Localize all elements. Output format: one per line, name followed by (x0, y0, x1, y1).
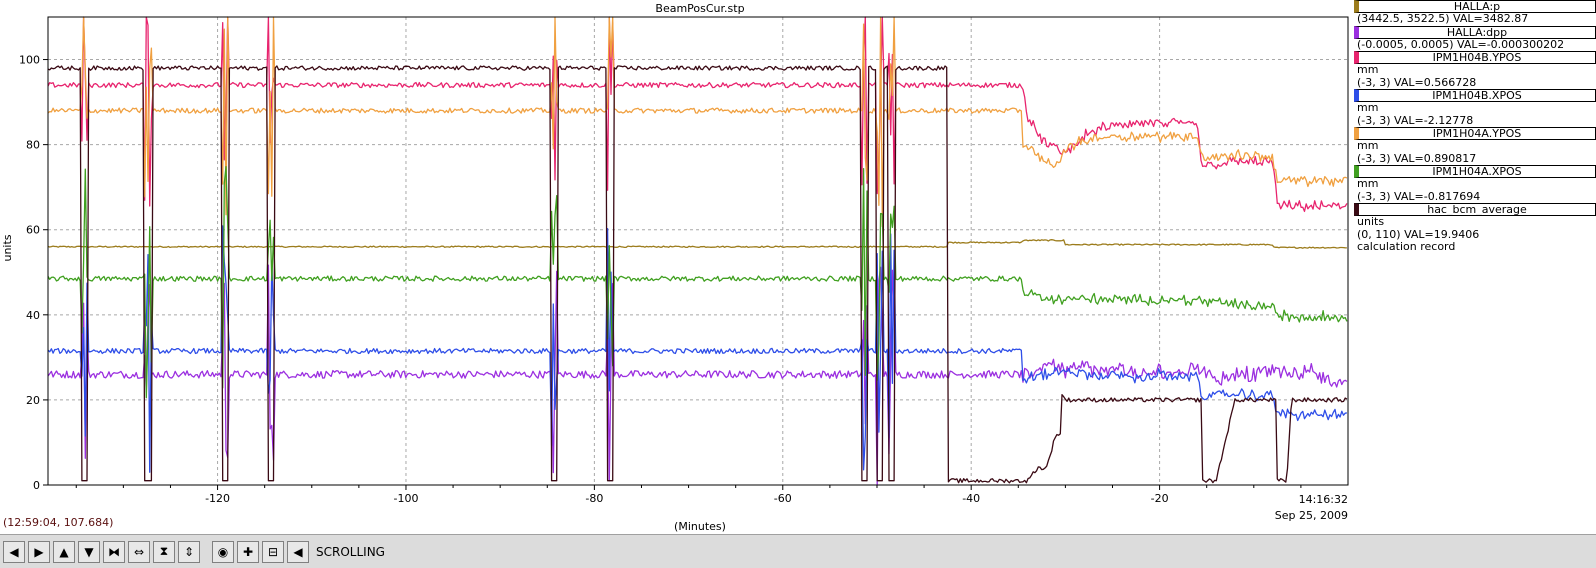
legend-entry-detail: (0, 110) VAL=19.9406 (1357, 228, 1480, 241)
legend-entry-name: IPM1H04B.XPOS (1354, 89, 1596, 102)
x-tick-label: -40 (962, 492, 980, 505)
legend-entry-detail: (-3, 3) VAL=0.890817 (1357, 152, 1477, 165)
legend-entry-detail: (-3, 3) VAL=-2.12778 (1357, 114, 1474, 127)
expand-x-button[interactable]: ⇔ (128, 540, 150, 563)
series-line (47, 166, 1348, 399)
series-line (47, 264, 1348, 486)
scroll-left-button[interactable]: ◀ (3, 540, 25, 563)
y-tick-label: 80 (26, 139, 40, 152)
legend: HALLA:p (3442.5, 3522.5) VAL=3482.87 HALLA… (1353, 0, 1596, 254)
cursor-readout: (12:59:04, 107.684) (3, 516, 114, 529)
zoom-box-button[interactable]: ⊟ (262, 540, 284, 563)
scroll-down-button[interactable]: ▼ (78, 540, 100, 563)
y-tick-label: 40 (26, 309, 40, 322)
legend-entry-detail: (-3, 3) VAL=0.566728 (1357, 76, 1477, 89)
legend-entry[interactable]: IPM1H04B.XPOS mm (-3, 3) VAL=-2.12778 (1353, 89, 1596, 127)
auto-scale-button[interactable]: ◉ (212, 540, 234, 563)
y-tick-label: 60 (26, 224, 40, 237)
compress-y-button[interactable]: ⧗ (153, 540, 175, 563)
legend-entry-name: IPM1H04B.YPOS (1354, 51, 1596, 64)
legend-entry-detail: mm (1357, 64, 1379, 76)
legend-entry[interactable]: HALLA:p (3442.5, 3522.5) VAL=3482.87 (1353, 0, 1596, 26)
legend-entry-detail: calculation record (1357, 241, 1456, 253)
legend-entry[interactable]: IPM1H04A.YPOS mm (-3, 3) VAL=0.890817 (1353, 127, 1596, 165)
series-line (47, 65, 1348, 484)
legend-entry[interactable]: HALLA:dpp (-0.0005, 0.0005) VAL=-0.000300… (1353, 25, 1596, 52)
legend-entry-detail: mm (1357, 102, 1379, 114)
zoom-in-button[interactable]: ✚ (237, 540, 259, 563)
strip-chart[interactable]: BeamPosCur.stp -120 -100 -80 -60 -40 -20 0 20 40… (0, 0, 1353, 534)
plot-frame (47, 16, 1349, 486)
y-tick-label: 20 (26, 394, 40, 407)
compress-x-button[interactable]: ⧓ (103, 540, 125, 563)
legend-entry[interactable]: IPM1H04A.XPOS mm (-3, 3) VAL=-0.817694 (1353, 165, 1596, 203)
legend-entry-detail: (-0.0005, 0.0005) VAL=-0.000300202 (1357, 38, 1565, 51)
legend-entry-name: hac_bcm_average (1354, 203, 1596, 216)
legend-entry-detail: mm (1357, 140, 1379, 152)
toolbar: ◀ ▶ ▲ ▼ ⧓ ⇔ ⧗ ⇕ ◉ ✚ ⊟ ◀ SCROLLING (0, 534, 1596, 568)
end-time-label: 14:16:32 (1299, 493, 1348, 506)
legend-entry-detail: mm (1357, 178, 1379, 190)
series-layer (47, 16, 1348, 486)
legend-entry[interactable]: IPM1H04B.YPOS mm (-3, 3) VAL=0.566728 (1353, 51, 1596, 89)
chart-axes: -120 -100 -80 -60 -40 -20 0 20 40 60 80 100 (19, 16, 1349, 505)
series-line (47, 225, 1348, 473)
x-axis-label: (Minutes) (674, 520, 726, 533)
series-line (47, 16, 1348, 213)
end-date-label: Sep 25, 2009 (1275, 509, 1348, 522)
mode-label: SCROLLING (316, 544, 385, 559)
legend-entry-detail: (-3, 3) VAL=-0.817694 (1357, 190, 1481, 203)
x-tick-label: -120 (205, 492, 230, 505)
toolbar-separator (203, 541, 209, 563)
toolbar-buttons: ◀ ▶ ▲ ▼ ⧓ ⇔ ⧗ ⇕ ◉ ✚ ⊟ ◀ (3, 540, 309, 563)
x-tick-label: -60 (774, 492, 792, 505)
legend-entry-detail: (3442.5, 3522.5) VAL=3482.87 (1357, 13, 1529, 25)
x-tick-label: -80 (585, 492, 603, 505)
y-axis-label: units (1, 234, 14, 261)
legend-entry-name: IPM1H04A.YPOS (1354, 127, 1596, 140)
legend-entry-name: HALLA:dpp (1354, 25, 1596, 39)
x-tick-label: -20 (1151, 492, 1169, 505)
y-tick-label: 100 (19, 54, 40, 67)
legend-entry[interactable]: hac_bcm_average units (0, 110) VAL=19.9406… (1353, 203, 1596, 254)
legend-entry-name: HALLA:p (1354, 0, 1596, 13)
expand-y-button[interactable]: ⇕ (178, 540, 200, 563)
legend-entry-detail: units (1357, 216, 1385, 228)
x-tick-label: -100 (393, 492, 418, 505)
scroll-right-button[interactable]: ▶ (28, 540, 50, 563)
back-button[interactable]: ◀ (287, 540, 309, 563)
series-line (47, 239, 1347, 249)
legend-entry-name: IPM1H04A.XPOS (1354, 165, 1596, 178)
y-tick-label: 0 (33, 479, 40, 492)
scroll-up-button[interactable]: ▲ (53, 540, 75, 563)
chart-title: BeamPosCur.stp (655, 2, 744, 15)
series-line (47, 16, 1348, 228)
